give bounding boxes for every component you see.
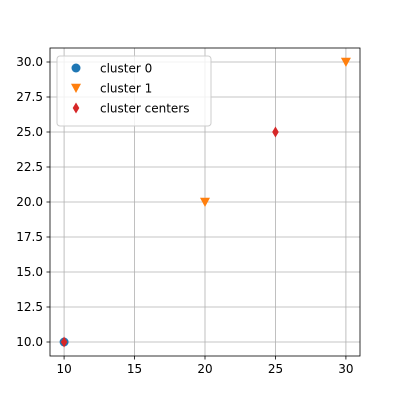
- cluster-center-point: [60, 336, 68, 348]
- x-tick-label: 20: [197, 362, 212, 376]
- data-points: [59, 57, 351, 348]
- y-tick-label: 15.0: [16, 265, 43, 279]
- x-tick-label: 15: [127, 362, 142, 376]
- y-tick-label: 12.5: [16, 300, 43, 314]
- x-tick-label: 25: [268, 362, 283, 376]
- x-tick-label: 10: [56, 362, 71, 376]
- legend-label: cluster 1: [100, 82, 152, 96]
- y-tick-label: 27.5: [16, 90, 43, 104]
- y-tick-label: 30.0: [16, 55, 43, 69]
- y-tick-label: 25.0: [16, 125, 43, 139]
- legend-marker-cluster-centers: [72, 102, 80, 114]
- y-tick-label: 10.0: [16, 335, 43, 349]
- cluster-center-point: [272, 126, 279, 138]
- x-tick-label: 30: [338, 362, 353, 376]
- axes: 10 15 20 25 30 10.0 12.5 15.0 17.5 20.0 22.5 25.0 27…: [16, 47, 361, 376]
- legend-marker-cluster-1: [71, 83, 81, 93]
- legend-box: [56, 55, 212, 127]
- y-tick-label: 22.5: [16, 160, 43, 174]
- y-tick-label: 20.0: [16, 195, 43, 209]
- y-tick-label: 17.5: [16, 230, 43, 244]
- legend-marker-cluster-0: [71, 63, 81, 73]
- legend-label: cluster centers: [100, 102, 189, 116]
- legend-label: cluster 0: [100, 62, 152, 76]
- legend: cluster 0 cluster 1 cluster centers: [56, 55, 212, 127]
- cluster-1-point: [200, 197, 210, 207]
- cluster-1-point: [340, 57, 351, 67]
